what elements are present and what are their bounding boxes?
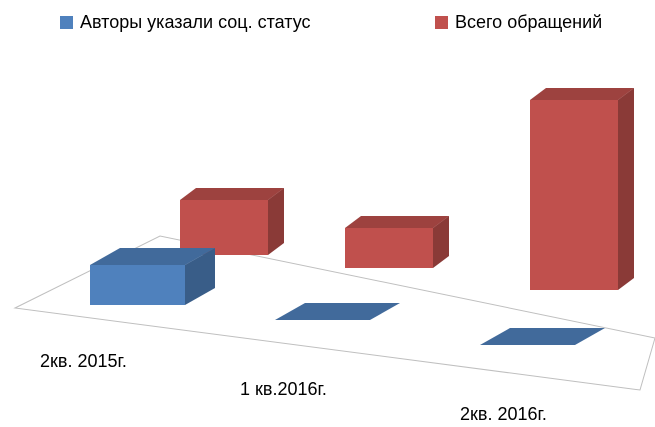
bar-top [180,188,284,200]
x-tick-label: 1 кв.2016г. [240,379,327,399]
legend-label: Авторы указали соц. статус [80,12,311,32]
bar-side [268,188,284,255]
legend-swatch [60,16,73,29]
bar-top [345,216,449,228]
bar-top [480,328,605,345]
bar [275,303,400,320]
bar-side [433,216,449,268]
bar [345,216,449,268]
bar-top [530,88,634,100]
bar-side [618,88,634,290]
x-tick-label: 2кв. 2015г. [40,351,127,371]
bar [530,88,634,290]
bar [480,328,605,345]
bar-front [180,200,268,255]
bar [180,188,284,255]
bar-front [90,265,185,305]
bar-top [90,248,215,265]
bar-front [345,228,433,268]
x-tick-label: 2кв. 2016г. [460,404,547,424]
bar [90,248,215,305]
legend-swatch [435,16,448,29]
bar-side [185,248,215,305]
bar-top [275,303,400,320]
bar-front [530,100,618,290]
legend-label: Всего обращений [455,12,602,32]
